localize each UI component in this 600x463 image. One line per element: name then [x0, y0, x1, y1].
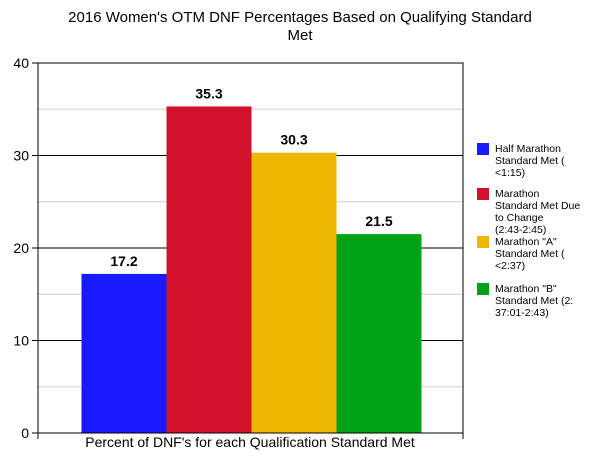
bar — [166, 106, 252, 433]
y-tick-label: 20 — [13, 240, 29, 256]
bar — [251, 152, 337, 433]
y-tick-label: 30 — [13, 148, 29, 164]
legend-label: Marathon "A" Standard Met (<2:37) — [495, 236, 565, 272]
y-tick-label: 40 — [13, 55, 29, 71]
legend: Half Marathon Standard Met (<1:15) Maratho… — [477, 143, 580, 319]
y-tick-label: 10 — [13, 333, 29, 349]
y-tick-labels: 0 10 20 30 40 — [13, 55, 29, 441]
legend-label: Marathon "B" Standard Met (2: 37:01-2:43) — [495, 283, 573, 319]
chart-title-line-1: 2016 Women's OTM DNF Percentages Based o… — [68, 9, 532, 26]
chart-title: 2016 Women's OTM DNF Percentages Based o… — [68, 9, 532, 44]
legend-label: Half Marathon Standard Met (<1:15) — [495, 143, 565, 179]
legend-swatch — [477, 143, 489, 155]
legend-swatch — [477, 283, 489, 295]
data-label: 17.2 — [110, 253, 137, 269]
chart-title-line-2: Met — [287, 27, 313, 44]
data-label: 21.5 — [365, 213, 392, 229]
legend-label: Marathon Standard Met Due to Change (2:43-2… — [495, 188, 580, 236]
legend-swatch — [477, 236, 489, 248]
y-tick-label: 0 — [21, 425, 29, 441]
data-labels: 17.2 35.3 30.3 21.5 — [110, 85, 392, 268]
bar — [81, 273, 167, 433]
plot-frame — [37, 62, 464, 434]
legend-swatch — [477, 188, 489, 200]
data-label: 35.3 — [195, 85, 222, 101]
bars — [81, 106, 422, 433]
data-label: 30.3 — [280, 132, 307, 148]
bar — [336, 234, 422, 433]
x-axis-label: Percent of DNF's for each Qualification … — [85, 434, 415, 450]
axes — [37, 62, 464, 439]
